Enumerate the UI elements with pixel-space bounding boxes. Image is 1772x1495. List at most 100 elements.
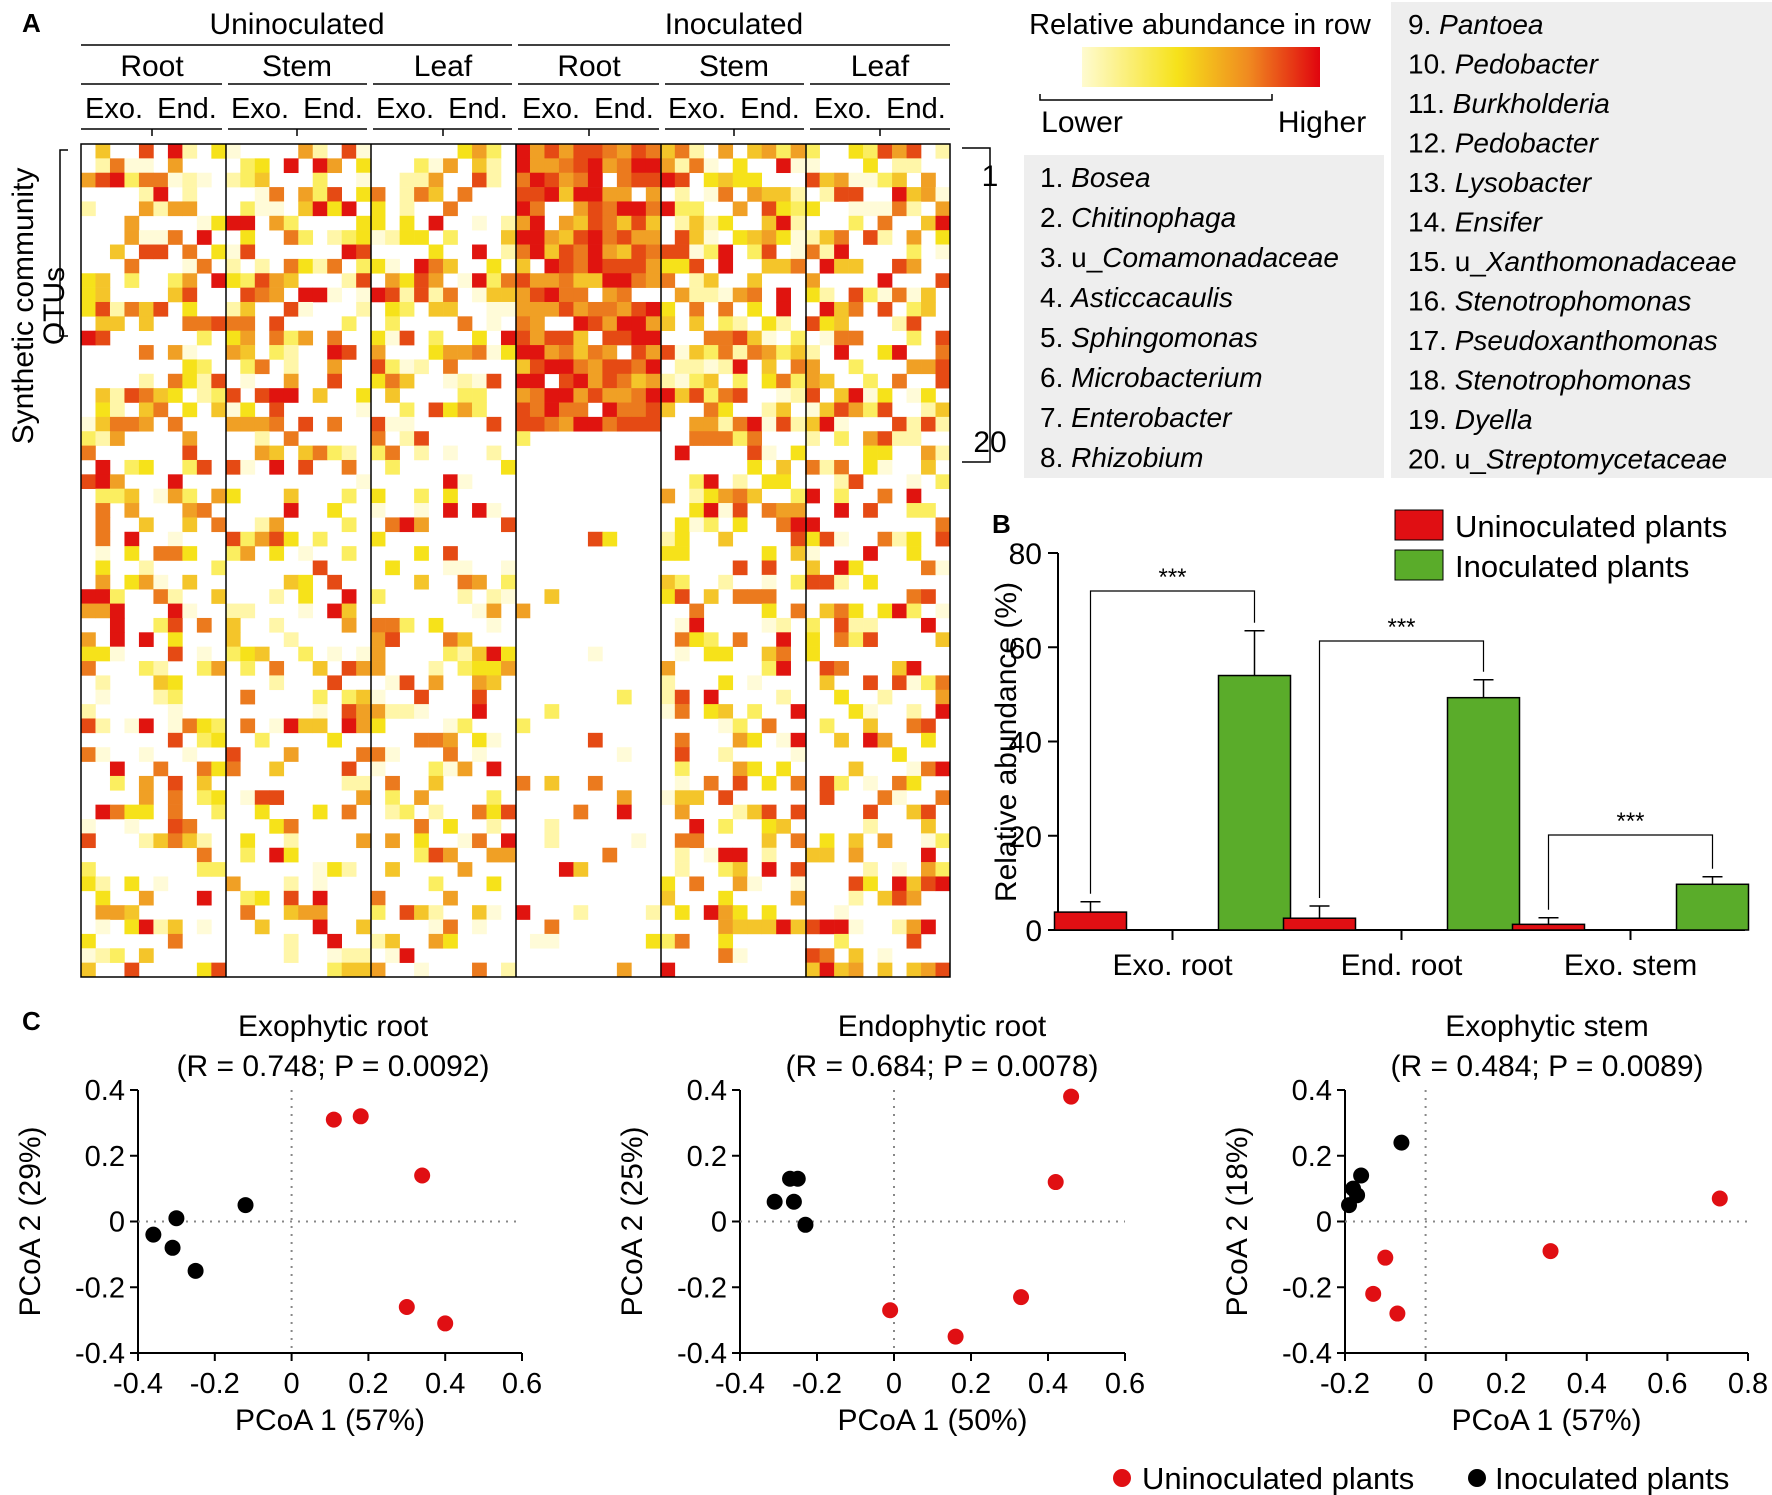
heatmap-cell: [921, 359, 936, 375]
heatmap-cell: [761, 503, 777, 518]
heatmap-cell: [254, 359, 270, 375]
heatmap-cell: [138, 144, 154, 159]
significance-label: ***: [1158, 564, 1186, 591]
heatmap-cell: [805, 517, 820, 533]
heatmap-cell: [312, 862, 328, 877]
heatmap-cell: [689, 301, 705, 317]
heatmap-cell: [312, 718, 328, 734]
heatmap-cell: [892, 201, 907, 217]
heatmap-cell: [486, 617, 502, 633]
heatmap-cell: [95, 273, 111, 288]
heatmap-cell: [225, 144, 241, 159]
heatmap-cell: [95, 603, 111, 619]
legend-swatch-uninoculated: [1394, 509, 1444, 541]
heatmap-cell: [167, 775, 183, 791]
heatmap-cell: [501, 215, 516, 231]
heatmap-cell: [631, 230, 647, 245]
heatmap-cell: [428, 158, 444, 174]
heatmap-cell: [631, 301, 647, 317]
heatmap-cell: [211, 962, 227, 978]
heatmap-cell: [805, 172, 820, 188]
heatmap-cell: [399, 675, 415, 691]
heatmap-cell: [805, 962, 820, 978]
otu-number: 15.: [1408, 246, 1447, 277]
heatmap-cell: [385, 862, 400, 877]
heatmap-cell: [776, 187, 791, 202]
heatmap-cell: [834, 560, 849, 576]
bar-y-tick-label: 60: [1009, 632, 1042, 665]
heatmap-cell: [790, 890, 806, 906]
heatmap-cell: [254, 258, 270, 274]
heatmap-ylabel-line1: Synthetic community: [7, 168, 40, 445]
heatmap-cell: [935, 244, 951, 260]
heatmap-cell: [805, 459, 820, 475]
heatmap-cell: [921, 301, 936, 317]
heatmap-cell: [254, 287, 270, 303]
pcoa-title: Endophytic root: [838, 1010, 1047, 1043]
pcoa-x-tick-label: 0: [886, 1368, 902, 1400]
heatmap-cell: [558, 230, 574, 245]
heatmap-cell: [689, 258, 705, 274]
heatmap-cell: [283, 230, 299, 245]
heatmap-cell: [283, 876, 299, 892]
heatmap-cell: [327, 732, 342, 748]
heatmap-cell: [689, 244, 705, 260]
pcoa-point-uninoculated: [882, 1302, 899, 1319]
heatmap-cell: [544, 359, 560, 375]
compartment-label: Exo.: [814, 93, 872, 125]
heatmap-cell: [153, 402, 169, 418]
heatmap-cell: [312, 144, 328, 159]
otu-list-box-left: [1024, 155, 1384, 478]
heatmap-cell: [486, 732, 502, 748]
bracket-label-end: 20: [973, 426, 1006, 459]
heatmap-cell: [616, 689, 632, 705]
bar-y-tick-label: 80: [1009, 538, 1042, 571]
heatmap-cell: [283, 833, 299, 849]
heatmap-cell: [240, 158, 256, 174]
heatmap-cell: [790, 230, 806, 245]
heatmap-cell: [486, 345, 502, 360]
heatmap-cell: [196, 172, 212, 188]
heatmap-cell: [892, 862, 907, 877]
heatmap-cell: [631, 330, 647, 346]
otu-taxon-name: Pseudoxanthomonas: [1455, 325, 1718, 356]
heatmap-cell: [660, 172, 676, 188]
heatmap-cell: [587, 187, 603, 202]
heatmap-cell: [81, 661, 96, 676]
heatmap-cell: [921, 215, 936, 231]
heatmap-cell: [761, 847, 777, 863]
bar-x-tick-label: Exo. root: [1112, 949, 1233, 982]
heatmap-cell: [790, 345, 806, 360]
heatmap-cell: [834, 244, 849, 260]
heatmap-cell: [269, 330, 285, 346]
heatmap-cell: [182, 201, 198, 217]
heatmap-cell: [616, 244, 632, 260]
heatmap-cell: [81, 273, 96, 288]
heatmap-cell: [283, 632, 299, 647]
heatmap-cell: [602, 273, 618, 288]
heatmap-cell: [385, 560, 400, 576]
heatmap-cell: [443, 819, 458, 834]
heatmap-cell: [689, 287, 705, 303]
heatmap-cell: [747, 431, 763, 446]
heatmap-cell: [848, 172, 864, 188]
heatmap-cell: [312, 890, 328, 906]
heatmap-cell: [587, 258, 603, 274]
panel-letter-c: C: [22, 1006, 41, 1036]
heatmap-cell: [341, 761, 357, 777]
heatmap-cell: [486, 804, 502, 820]
heatmap-cell: [95, 172, 111, 188]
heatmap-cell: [196, 503, 212, 518]
heatmap-cell: [573, 201, 589, 217]
heatmap-cell: [109, 948, 125, 963]
colorbar-high-label: Higher: [1278, 106, 1366, 139]
legend-swatch-inoculated: [1394, 549, 1444, 581]
heatmap-cell: [631, 244, 647, 260]
otu-number: 8.: [1040, 442, 1063, 473]
heatmap-cell: [356, 689, 371, 705]
heatmap-cell: [674, 258, 690, 274]
heatmap-cell: [298, 230, 314, 245]
otu-number: 2.: [1040, 202, 1063, 233]
heatmap-cell: [414, 546, 429, 561]
heatmap-cell: [660, 546, 676, 561]
